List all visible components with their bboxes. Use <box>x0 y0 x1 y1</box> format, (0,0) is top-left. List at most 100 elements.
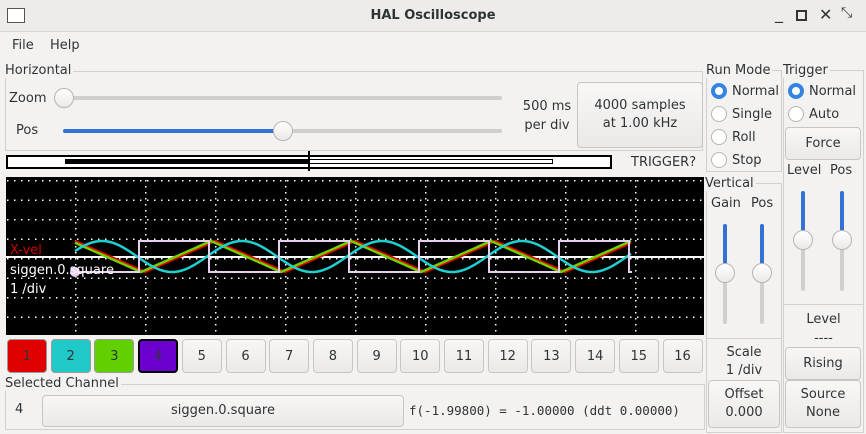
radio-icon[interactable] <box>711 106 727 122</box>
channel-button-6[interactable]: 6 <box>225 339 266 373</box>
window-title: HAL Oscilloscope <box>370 8 496 23</box>
trigger-mode-radio-normal[interactable]: Normal <box>788 83 856 99</box>
menu-file[interactable]: File <box>12 38 34 53</box>
channel-button-2[interactable]: 2 <box>50 339 91 373</box>
samples-line1: 4000 samples <box>594 98 686 114</box>
radio-icon[interactable] <box>711 152 727 168</box>
offset-button[interactable]: Offset 0.000 <box>708 380 780 428</box>
channel-button-10[interactable]: 10 <box>400 339 441 373</box>
channel-button-label: 14 <box>586 348 604 364</box>
radio-icon[interactable] <box>711 129 727 145</box>
close-icon[interactable]: ✕ <box>819 5 833 24</box>
radio-label: Roll <box>732 129 756 145</box>
grid <box>7 180 702 332</box>
maximize-icon[interactable] <box>796 10 807 21</box>
channel-button-12[interactable]: 12 <box>487 339 528 373</box>
radio-label: Stop <box>732 152 762 168</box>
scale-label: 1 /div <box>10 282 47 297</box>
trigger-pos-slider[interactable] <box>840 191 844 239</box>
scale-value: 1 /div <box>725 363 763 378</box>
scale-title: Scale <box>726 345 762 360</box>
force-button[interactable]: Force <box>785 127 861 160</box>
samples-line2: at 1.00 kHz <box>602 116 678 131</box>
value-readout: f(-1.99800) = -1.00000 (ddt 0.00000) <box>409 403 680 418</box>
channel-button-15[interactable]: 15 <box>618 339 659 373</box>
radio-label: Auto <box>809 106 840 122</box>
source-value: None <box>806 405 840 420</box>
vertical-pos-slider[interactable] <box>760 224 764 272</box>
run-mode-label: Run Mode <box>706 63 773 78</box>
vertical-label: Vertical <box>705 176 756 191</box>
trigger-status: TRIGGER? <box>631 155 697 170</box>
channel-button-13[interactable]: 13 <box>531 339 572 373</box>
divider <box>783 304 864 305</box>
gain-label: Gain <box>711 196 741 211</box>
channel-button-label: 12 <box>499 348 516 364</box>
channel-button-14[interactable]: 14 <box>575 339 616 373</box>
channel-button-11[interactable]: 11 <box>444 339 484 373</box>
samples-button[interactable]: 4000 samples at 1.00 kHz <box>577 82 703 148</box>
channel-button-label: 6 <box>241 348 250 364</box>
gain-slider-handle[interactable] <box>715 263 735 283</box>
offset-value: 0.000 <box>725 405 763 420</box>
channel-button-7[interactable]: 7 <box>269 339 310 373</box>
minimize-icon[interactable]: _ <box>775 4 783 23</box>
trigger-level-slider-handle[interactable] <box>793 230 813 250</box>
channel-button-label: 5 <box>197 348 206 364</box>
trigger-pos-label: Pos <box>830 163 853 178</box>
trigger-mode-radio-auto[interactable]: Auto <box>788 106 839 122</box>
channel-button-label: 13 <box>543 348 560 364</box>
channel-button-label: 8 <box>328 348 338 364</box>
run-mode-radio-single[interactable]: Single <box>711 106 772 122</box>
channel-button-3[interactable]: 3 <box>94 339 135 373</box>
record-position-bar[interactable] <box>6 151 612 171</box>
selected-channel-name: siggen.0.square <box>10 263 114 278</box>
run-mode-radio-roll[interactable]: Roll <box>711 129 756 145</box>
trigger-level-slider[interactable] <box>801 191 805 239</box>
source-title: Source <box>800 387 846 403</box>
radio-label: Single <box>732 106 772 122</box>
run-mode-radio-normal[interactable]: Normal <box>711 83 779 99</box>
trigger-pos-slider-handle[interactable] <box>832 230 852 250</box>
channel-source-button[interactable]: siggen.0.square <box>42 395 404 427</box>
channel-button-label: 3 <box>110 348 119 364</box>
rate-line1: 500 ms <box>522 99 572 114</box>
pos-slider[interactable] <box>63 129 283 133</box>
menu-help[interactable]: Help <box>50 38 80 53</box>
scale-readout: Scale 1 /div <box>706 344 782 380</box>
trigger-level-readout: Level ---- <box>783 310 864 348</box>
channel-button-16[interactable]: 16 <box>662 339 703 373</box>
divider <box>706 338 782 339</box>
rate-line2: per div <box>524 118 570 133</box>
channel-button-8[interactable]: 8 <box>312 339 353 373</box>
channel-button-9[interactable]: 9 <box>356 339 397 373</box>
pos-label: Pos <box>16 123 39 138</box>
scope-display[interactable]: X-vel siggen.0.square 1 /div <box>6 177 704 335</box>
trace-ch3 <box>74 239 632 274</box>
gain-slider[interactable] <box>723 224 727 272</box>
horizontal-label: Horizontal <box>5 63 74 78</box>
channel-button-5[interactable]: 5 <box>181 339 222 373</box>
radio-icon[interactable] <box>788 83 804 99</box>
channel-button-4[interactable]: 4 <box>138 339 179 373</box>
app-icon <box>7 8 25 23</box>
trace-ch2 <box>74 239 632 274</box>
channel-button-label: 16 <box>674 348 691 364</box>
resize-icon[interactable]: ⤡ <box>841 5 853 21</box>
run-mode-radio-stop[interactable]: Stop <box>711 152 762 168</box>
channel-button-label: 7 <box>285 348 294 364</box>
pos-slider-handle[interactable] <box>273 121 293 141</box>
zoom-slider[interactable] <box>63 96 502 100</box>
zoom-slider-handle[interactable] <box>54 88 74 108</box>
source-button[interactable]: Source None <box>785 380 861 428</box>
channel-button-label: 4 <box>153 348 163 364</box>
radio-icon[interactable] <box>711 83 727 99</box>
level-value: ---- <box>814 331 833 346</box>
vertical-pos-slider-handle[interactable] <box>752 263 772 283</box>
trace-ch4 <box>75 240 632 273</box>
channel-button-1[interactable]: 1 <box>7 339 47 373</box>
edge-button[interactable]: Rising <box>785 347 861 380</box>
selected-channel-group <box>5 384 705 430</box>
radio-label: Normal <box>809 83 857 99</box>
radio-icon[interactable] <box>788 106 804 122</box>
